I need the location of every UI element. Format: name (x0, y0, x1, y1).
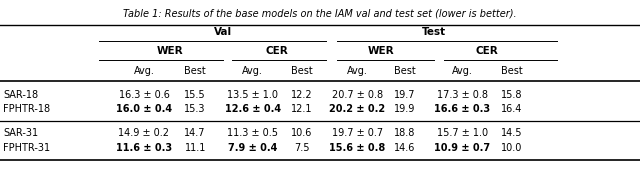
Text: 16.3 ± 0.6: 16.3 ± 0.6 (118, 90, 170, 100)
Text: Avg.: Avg. (243, 66, 263, 76)
Text: 12.1: 12.1 (291, 104, 313, 114)
Text: Test: Test (422, 27, 446, 37)
Text: 14.5: 14.5 (501, 128, 523, 138)
Text: 20.2 ± 0.2: 20.2 ± 0.2 (329, 104, 385, 114)
Text: SAR-31: SAR-31 (3, 128, 38, 138)
Text: Avg.: Avg. (452, 66, 472, 76)
Text: 13.5 ± 1.0: 13.5 ± 1.0 (227, 90, 278, 100)
Text: Best: Best (501, 66, 523, 76)
Text: FPHTR-31: FPHTR-31 (3, 143, 51, 153)
Text: 14.7: 14.7 (184, 128, 206, 138)
Text: 19.7 ± 0.7: 19.7 ± 0.7 (332, 128, 383, 138)
Text: 10.9 ± 0.7: 10.9 ± 0.7 (434, 143, 490, 153)
Text: 19.7: 19.7 (394, 90, 416, 100)
Text: 11.3 ± 0.5: 11.3 ± 0.5 (227, 128, 278, 138)
Text: SAR-18: SAR-18 (3, 90, 38, 100)
Text: Best: Best (291, 66, 313, 76)
Text: Best: Best (184, 66, 206, 76)
Text: 18.8: 18.8 (394, 128, 416, 138)
Text: 11.1: 11.1 (184, 143, 206, 153)
Text: 16.6 ± 0.3: 16.6 ± 0.3 (434, 104, 490, 114)
Text: WER: WER (367, 46, 394, 56)
Text: Table 1: Results of the base models on the IAM val and test set (lower is better: Table 1: Results of the base models on t… (123, 9, 517, 19)
Text: Best: Best (394, 66, 416, 76)
Text: 15.5: 15.5 (184, 90, 206, 100)
Text: 19.9: 19.9 (394, 104, 416, 114)
Text: CER: CER (476, 46, 499, 56)
Text: 7.9 ± 0.4: 7.9 ± 0.4 (228, 143, 278, 153)
Text: 14.6: 14.6 (394, 143, 416, 153)
Text: 15.8: 15.8 (501, 90, 523, 100)
Text: 15.3: 15.3 (184, 104, 206, 114)
Text: Avg.: Avg. (347, 66, 367, 76)
Text: 15.6 ± 0.8: 15.6 ± 0.8 (329, 143, 385, 153)
Text: 7.5: 7.5 (294, 143, 310, 153)
Text: 17.3 ± 0.8: 17.3 ± 0.8 (436, 90, 488, 100)
Text: 10.0: 10.0 (501, 143, 523, 153)
Text: CER: CER (266, 46, 289, 56)
Text: 11.6 ± 0.3: 11.6 ± 0.3 (116, 143, 172, 153)
Text: 20.7 ± 0.8: 20.7 ± 0.8 (332, 90, 383, 100)
Text: 16.0 ± 0.4: 16.0 ± 0.4 (116, 104, 172, 114)
Text: Avg.: Avg. (134, 66, 154, 76)
Text: 10.6: 10.6 (291, 128, 313, 138)
Text: 16.4: 16.4 (501, 104, 523, 114)
Text: 15.7 ± 1.0: 15.7 ± 1.0 (436, 128, 488, 138)
Text: 14.9 ± 0.2: 14.9 ± 0.2 (118, 128, 170, 138)
Text: Val: Val (214, 27, 232, 37)
Text: FPHTR-18: FPHTR-18 (3, 104, 51, 114)
Text: 12.6 ± 0.4: 12.6 ± 0.4 (225, 104, 281, 114)
Text: 12.2: 12.2 (291, 90, 313, 100)
Text: WER: WER (156, 46, 183, 56)
